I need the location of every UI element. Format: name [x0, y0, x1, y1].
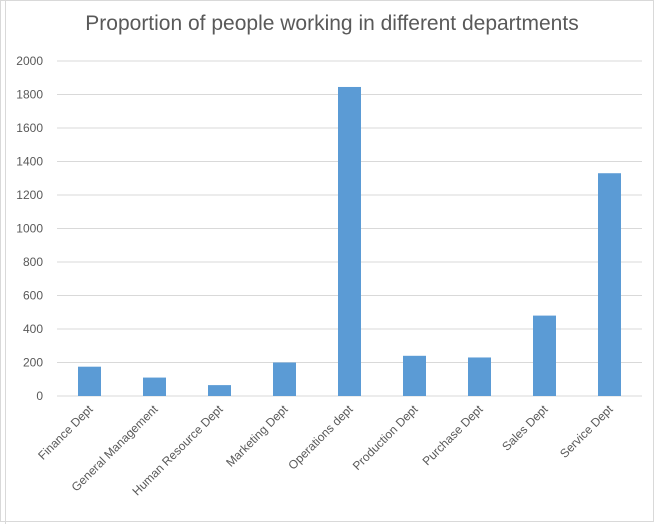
bar-sales-dept	[533, 315, 556, 396]
bar-general-management	[143, 377, 166, 396]
bar-service-dept	[598, 173, 621, 396]
y-tick-label: 0	[36, 389, 43, 403]
x-tick-label: Operations dept	[285, 402, 356, 473]
bar-human-resource-dept	[208, 385, 231, 396]
x-tick-label: Finance Dept	[35, 402, 96, 463]
bar-production-dept	[403, 355, 426, 396]
bar-purchase-dept	[468, 357, 491, 396]
y-tick-label: 1200	[16, 188, 43, 202]
y-tick-label: 1600	[16, 121, 43, 135]
y-axis-ticks: 0 200 400 600 800 1000 1200 1400 1600 1800 2000	[16, 54, 43, 403]
y-tick-label: 400	[23, 322, 43, 336]
y-tick-label: 800	[23, 255, 43, 269]
x-tick-label: Sales Dept	[499, 402, 551, 454]
x-tick-label: Purchase Dept	[420, 402, 486, 468]
bar-marketing-dept	[273, 362, 296, 396]
x-tick-label: Production Dept	[350, 402, 421, 473]
x-tick-label: Service Dept	[557, 402, 616, 461]
y-tick-label: 200	[23, 356, 43, 370]
y-tick-label: 1000	[16, 222, 43, 236]
y-tick-label: 600	[23, 289, 43, 303]
x-tick-label: Marketing Dept	[223, 402, 291, 470]
bars	[78, 86, 621, 397]
chart-title: Proportion of people working in differen…	[85, 12, 579, 35]
y-tick-label: 2000	[16, 54, 43, 68]
y-tick-label: 1400	[16, 155, 43, 169]
y-tick-label: 1800	[16, 88, 43, 102]
sheet-edge	[0, 0, 6, 524]
bar-finance-dept	[78, 366, 101, 396]
bar-operations-dept	[338, 86, 361, 397]
